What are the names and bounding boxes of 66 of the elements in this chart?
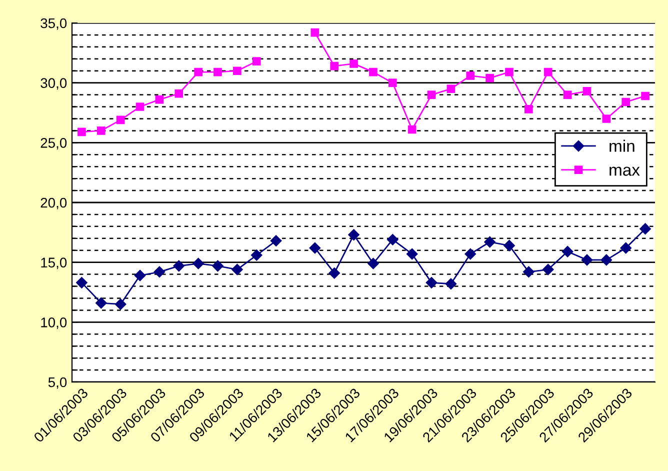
y-tick-label: 15,0 — [41, 258, 67, 270]
point — [524, 104, 533, 114]
point — [174, 89, 184, 98]
point — [78, 128, 86, 136]
point — [96, 126, 106, 135]
y-tick-label: 5,0 — [48, 377, 67, 389]
point — [155, 95, 164, 104]
point — [622, 98, 630, 106]
point — [309, 242, 321, 254]
point — [194, 68, 202, 76]
point — [252, 57, 261, 66]
point — [408, 125, 416, 134]
point — [504, 240, 515, 252]
point — [505, 68, 514, 76]
point — [369, 68, 378, 76]
point — [192, 258, 204, 270]
point — [251, 250, 262, 261]
y-tick-label: 35,0 — [40, 18, 67, 30]
point — [542, 264, 554, 276]
point — [350, 60, 358, 68]
point — [486, 74, 494, 82]
point — [388, 78, 397, 87]
point — [232, 264, 243, 276]
point — [76, 277, 88, 288]
point — [173, 260, 184, 272]
point — [310, 28, 320, 37]
legend-label: max — [610, 166, 640, 176]
y-tick-label: 10,0 — [41, 318, 67, 329]
point — [484, 236, 496, 248]
point — [620, 242, 632, 254]
point — [233, 66, 242, 76]
point — [214, 68, 222, 76]
point — [154, 266, 166, 278]
legend-label: min — [610, 140, 634, 152]
point — [328, 267, 340, 279]
point — [602, 114, 611, 123]
point — [212, 260, 224, 272]
point — [640, 223, 651, 234]
point — [134, 270, 146, 282]
point — [136, 102, 144, 111]
point — [641, 92, 650, 100]
y-tick-label: 20,0 — [40, 198, 67, 210]
point — [387, 234, 398, 246]
point — [368, 258, 379, 270]
point — [116, 116, 125, 124]
point — [523, 266, 534, 278]
point — [466, 71, 475, 80]
point — [348, 229, 360, 240]
point — [600, 254, 612, 266]
point — [581, 254, 593, 266]
point — [114, 298, 126, 310]
point — [426, 277, 438, 288]
point — [270, 235, 282, 246]
point — [445, 278, 457, 290]
point — [544, 68, 552, 76]
point — [562, 246, 574, 258]
y-tick-label: 25,0 — [40, 138, 67, 150]
point — [406, 248, 418, 260]
y-tick-label: 30,0 — [40, 78, 67, 90]
point — [582, 87, 592, 96]
point — [563, 90, 572, 99]
point — [446, 84, 456, 93]
point — [427, 90, 436, 99]
point — [330, 62, 339, 70]
point — [96, 297, 107, 309]
point — [464, 248, 476, 260]
